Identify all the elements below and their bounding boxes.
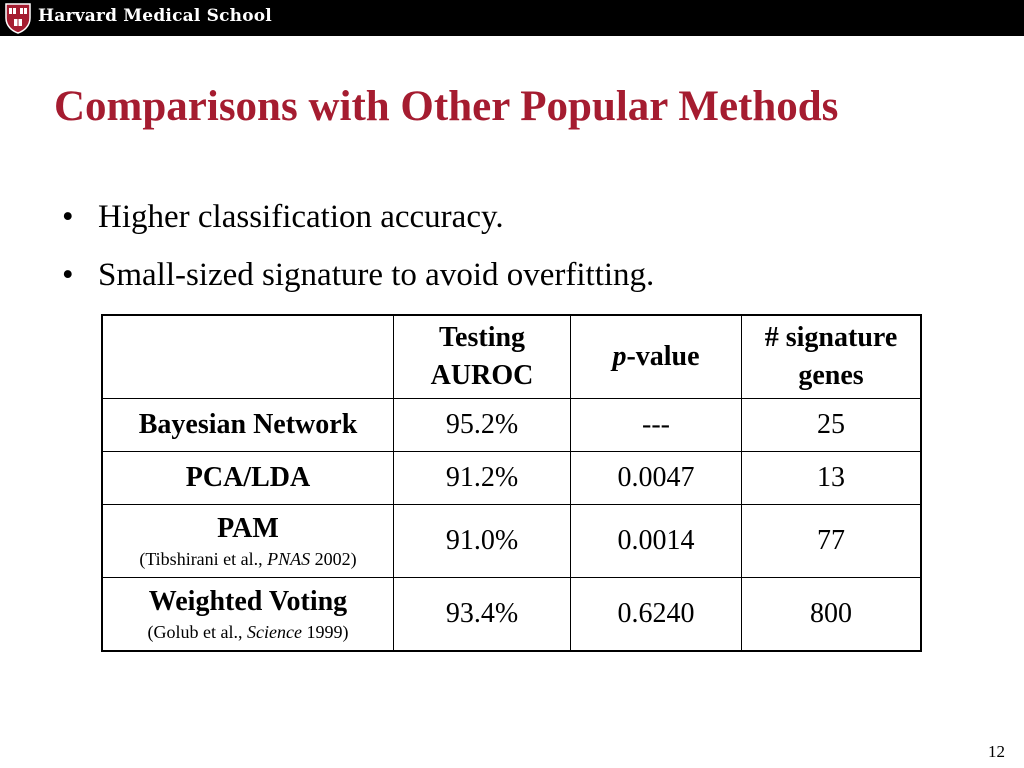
pvalue-cell: 0.6240 — [570, 577, 742, 652]
header-pvalue: p-value — [570, 314, 742, 399]
top-banner: Harvard Medical School — [0, 0, 1024, 36]
bullet-dot-icon: • — [62, 257, 74, 293]
genes-cell: 25 — [741, 398, 922, 452]
bullet-item: • Higher classification accuracy. — [62, 188, 654, 246]
citation: (Tibshirani et al., PNAS 2002) — [139, 548, 357, 569]
harvard-shield-icon — [5, 3, 31, 34]
header-auroc: Testing AUROC — [393, 314, 571, 399]
auroc-cell: 91.0% — [393, 504, 571, 578]
genes-cell: 77 — [741, 504, 922, 578]
auroc-cell: 91.2% — [393, 451, 571, 505]
method-cell: PCA/LDA — [101, 451, 394, 505]
table-row: Bayesian Network 95.2% --- 25 — [101, 398, 922, 452]
slide-title: Comparisons with Other Popular Methods — [54, 83, 839, 130]
method-cell: Bayesian Network — [101, 398, 394, 452]
bullet-dot-icon: • — [62, 199, 74, 235]
table-row: Weighted Voting (Golub et al., Science 1… — [101, 577, 922, 652]
auroc-cell: 93.4% — [393, 577, 571, 652]
header-empty-cell — [101, 314, 394, 399]
page-number: 12 — [988, 742, 1005, 761]
pvalue-cell: 0.0047 — [570, 451, 742, 505]
table-header-row: Testing AUROC p-value # signature genes — [101, 314, 922, 399]
genes-cell: 800 — [741, 577, 922, 652]
bullet-list: • Higher classification accuracy. • Small-… — [62, 188, 654, 304]
method-name: Weighted Voting — [148, 585, 348, 617]
table-row: PAM (Tibshirani et al., PNAS 2002) 91.0%… — [101, 504, 922, 578]
method-name: PAM — [217, 512, 279, 544]
bullet-text: Higher classification accuracy. — [98, 199, 504, 235]
bullet-text: Small-sized signature to avoid overfitti… — [98, 257, 655, 293]
method-cell: PAM (Tibshirani et al., PNAS 2002) — [101, 504, 394, 578]
method-cell: Weighted Voting (Golub et al., Science 1… — [101, 577, 394, 652]
genes-cell: 13 — [741, 451, 922, 505]
comparison-table: Testing AUROC p-value # signature genes Ba… — [101, 314, 922, 652]
pvalue-cell: --- — [570, 398, 742, 452]
pvalue-cell: 0.0014 — [570, 504, 742, 578]
school-name: Harvard Medical School — [38, 6, 272, 26]
table-row: PCA/LDA 91.2% 0.0047 13 — [101, 451, 922, 505]
citation: (Golub et al., Science 1999) — [147, 621, 349, 642]
header-signature-genes: # signature genes — [741, 314, 922, 399]
bullet-item: • Small-sized signature to avoid overfitt… — [62, 246, 654, 304]
auroc-cell: 95.2% — [393, 398, 571, 452]
